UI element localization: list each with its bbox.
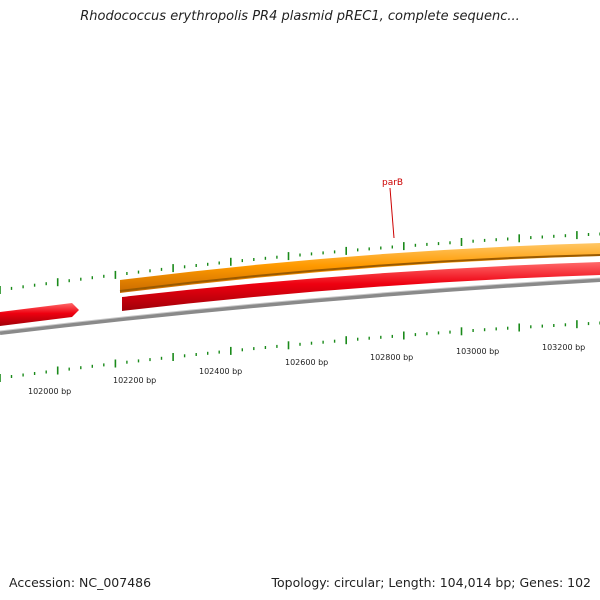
scale-labels: 102000 bp 102200 bp 102400 bp 102600 bp … [28, 343, 585, 396]
reverse-gene-block-left[interactable] [0, 303, 79, 326]
plasmid-backbone [0, 278, 600, 335]
scale-label: 103200 bp [542, 343, 585, 352]
outer-tick-ring [0, 231, 600, 294]
gene-label-parb[interactable]: parB [382, 178, 403, 188]
forward-gene-underline [119, 254, 600, 292]
plasmid-backbone-highlight [0, 277, 600, 332]
scale-label: 102800 bp [370, 353, 413, 362]
reverse-gene-block-right[interactable] [122, 262, 600, 311]
topology-summary: Topology: circular; Length: 104,014 bp; … [271, 575, 592, 590]
scale-label: 102600 bp [285, 358, 328, 367]
map-title: Rhodococcus erythropolis PR4 plasmid pRE… [80, 9, 520, 24]
gene-label-leader [389, 187, 395, 239]
scale-label: 102400 bp [199, 367, 242, 376]
scale-label: 102200 bp [113, 376, 156, 385]
accession-text: Accession: NC_007486 [9, 575, 152, 590]
scale-label: 103000 bp [456, 347, 499, 356]
scale-label: 102000 bp [28, 387, 71, 396]
inner-tick-ring [0, 320, 600, 382]
